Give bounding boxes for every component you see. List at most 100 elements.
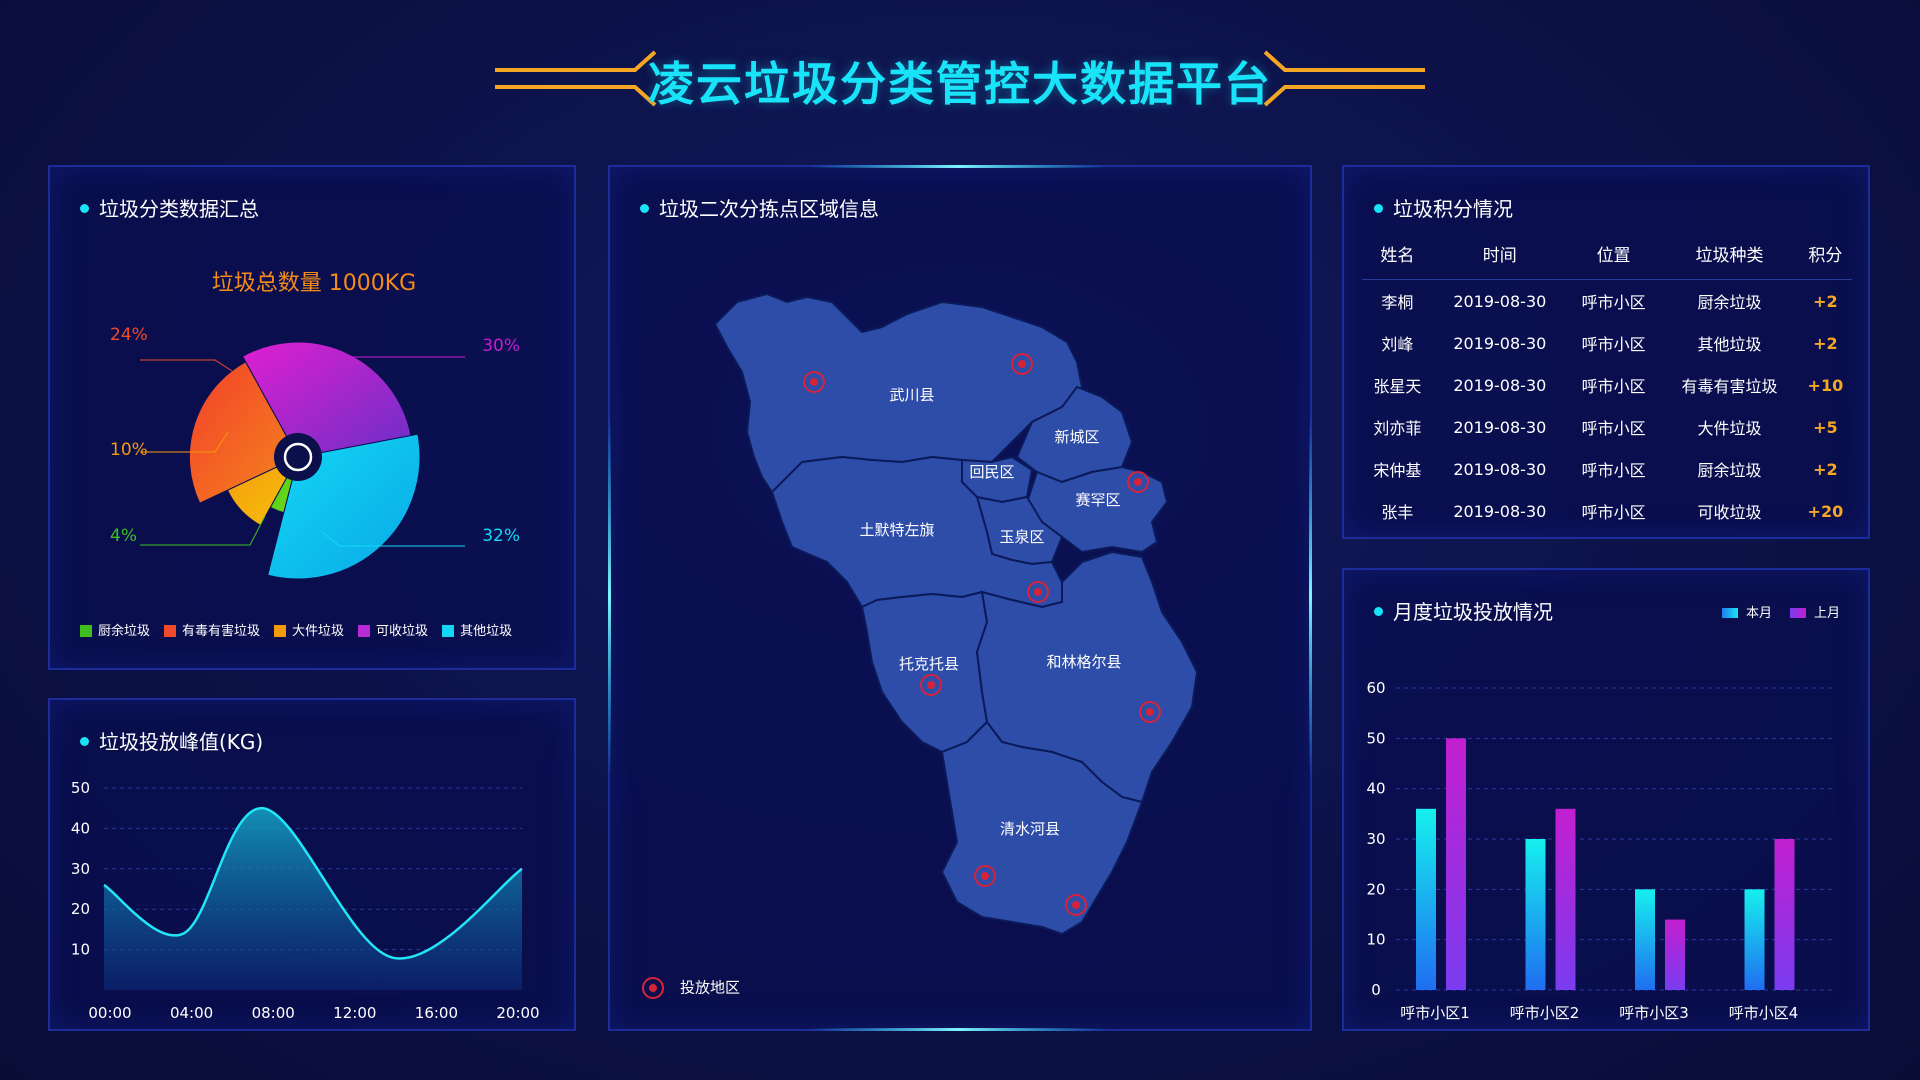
x-tick-label: 00:00 bbox=[88, 1004, 131, 1022]
x-tick-label: 04:00 bbox=[170, 1004, 213, 1022]
points-panel: 垃圾积分情况 姓名 时间 位置 垃圾种类 积分 李桐 2019-08-30 呼市小区… bbox=[1342, 165, 1870, 539]
summary-panel-title: 垃圾分类数据汇总 bbox=[80, 193, 259, 222]
pie-label-line bbox=[140, 359, 233, 372]
table-row: 张丰 2019-08-30 呼市小区 可收垃圾 +20 bbox=[1381, 501, 1844, 523]
legend-swatch bbox=[1721, 607, 1738, 618]
bar-this-month[interactable] bbox=[1416, 808, 1436, 990]
y-tick-label: 20 bbox=[71, 900, 90, 918]
map-region-label: 武川县 bbox=[889, 386, 934, 404]
bullet-dot-icon bbox=[1374, 204, 1383, 213]
map-legend: 投放地区 bbox=[640, 975, 740, 1001]
map-frame-glow bbox=[608, 165, 1312, 1031]
peak-area-chart: 10 20 30 40 50 00:00 04:00 08:00 12:00 16:00 20:00 bbox=[71, 779, 540, 1022]
pie-label-line bbox=[140, 431, 229, 453]
table-row: 刘亦菲 2019-08-30 呼市小区 大件垃圾 +5 bbox=[1373, 417, 1838, 439]
drop-location-marker[interactable] bbox=[1065, 894, 1087, 916]
peak-panel-title: 垃圾投放峰值(KG) bbox=[80, 726, 263, 755]
legend-swatch bbox=[164, 624, 177, 637]
pie-legend-item[interactable]: 厨余垃圾 bbox=[80, 620, 150, 639]
legend-swatch bbox=[358, 624, 371, 637]
area-fill bbox=[104, 808, 522, 990]
summary-panel: 垃圾分类数据汇总 垃圾总数量 1000KG 4% 24% 10% 30% 32% 厨余垃… bbox=[48, 165, 576, 670]
y-tick-label: 50 bbox=[1366, 729, 1385, 747]
map-region-qingshuihe[interactable] bbox=[940, 720, 1144, 936]
rose-pie-chart: 4% 24% 10% 30% 32% bbox=[110, 325, 520, 580]
column-header: 时间 bbox=[1432, 227, 1567, 280]
drop-location-marker[interactable] bbox=[1127, 471, 1149, 493]
pie-label-line bbox=[140, 515, 266, 546]
header: 凌云垃圾分类管控大数据平台 bbox=[0, 0, 1920, 150]
bar-this-month[interactable] bbox=[1744, 889, 1765, 990]
bullet-dot-icon bbox=[640, 204, 649, 213]
column-header: 姓名 bbox=[1362, 227, 1433, 280]
monthly-bar-chart: 0 10 20 30 40 50 60 呼市小区1 呼市小区2 呼市小区3 呼市小区4 bbox=[1366, 679, 1834, 1022]
column-header: 积分 bbox=[1798, 227, 1852, 280]
area-series-line[interactable] bbox=[103, 806, 523, 960]
map-region-label: 赛罕区 bbox=[1075, 491, 1120, 509]
points-panel-title: 垃圾积分情况 bbox=[1374, 193, 1513, 222]
peak-panel: 垃圾投放峰值(KG) 10 20 30 40 50 00:00 04:00 08:00 12:0… bbox=[48, 698, 576, 1031]
drop-location-marker[interactable] bbox=[1139, 701, 1161, 723]
y-tick-label: 10 bbox=[71, 941, 90, 959]
drop-location-marker[interactable] bbox=[1011, 353, 1033, 375]
pie-center-ring bbox=[283, 442, 313, 472]
pie-data-label: 30% bbox=[482, 336, 520, 356]
table-header-row: 姓名 时间 位置 垃圾种类 积分 bbox=[1362, 227, 1852, 280]
x-tick-label: 呼市小区1 bbox=[1400, 1004, 1470, 1022]
pie-legend-item[interactable]: 可收垃圾 bbox=[358, 620, 428, 639]
y-tick-label: 40 bbox=[1366, 780, 1385, 798]
y-tick-label: 60 bbox=[1366, 679, 1385, 697]
pie-data-label: 32% bbox=[482, 526, 520, 546]
drop-location-marker[interactable] bbox=[920, 674, 942, 696]
drop-location-marker[interactable] bbox=[974, 865, 996, 887]
month-panel: 月度垃圾投放情况 本月 上月 0 10 20 30 40 50 60 呼市小区1 呼市小区2 呼市… bbox=[1342, 568, 1870, 1031]
y-tick-label: 20 bbox=[1366, 880, 1385, 898]
map-region-label: 玉泉区 bbox=[999, 528, 1044, 546]
bar-last-month[interactable] bbox=[1665, 919, 1685, 990]
bullet-dot-icon bbox=[1374, 607, 1383, 616]
pie-data-label: 24% bbox=[110, 325, 148, 345]
pie-slice-1[interactable] bbox=[188, 361, 299, 504]
y-tick-label: 40 bbox=[71, 819, 90, 837]
legend-swatch bbox=[80, 624, 92, 637]
bar-last-month[interactable] bbox=[1555, 808, 1576, 990]
map-region-label: 土默特左旗 bbox=[859, 521, 934, 539]
pie-label-line bbox=[321, 531, 465, 547]
y-tick-label: 0 bbox=[1371, 981, 1381, 999]
map-region-label: 托克托县 bbox=[899, 655, 959, 673]
x-tick-label: 呼市小区3 bbox=[1619, 1004, 1689, 1022]
bar-this-month[interactable] bbox=[1635, 889, 1655, 990]
x-tick-label: 08:00 bbox=[252, 1004, 295, 1022]
bullet-dot-icon bbox=[80, 737, 89, 746]
bullet-dot-icon bbox=[80, 204, 89, 213]
map-region-label: 回民区 bbox=[969, 463, 1014, 481]
legend-swatch bbox=[442, 624, 455, 637]
pie-legend-item[interactable]: 大件垃圾 bbox=[274, 620, 344, 639]
table-row: 宋仲基 2019-08-30 呼市小区 厨余垃圾 +2 bbox=[1373, 459, 1838, 481]
x-tick-label: 呼市小区4 bbox=[1729, 1004, 1799, 1022]
drop-location-marker-icon bbox=[642, 977, 664, 999]
drop-location-marker[interactable] bbox=[803, 371, 825, 393]
x-tick-label: 12:00 bbox=[333, 1004, 376, 1022]
legend-swatch bbox=[1789, 607, 1806, 618]
pie-legend-item[interactable]: 其他垃圾 bbox=[442, 620, 512, 639]
pie-slice-3[interactable] bbox=[241, 341, 412, 458]
bar-last-month[interactable] bbox=[1446, 738, 1466, 990]
y-tick-label: 10 bbox=[1366, 931, 1385, 949]
pie-data-label: 4% bbox=[110, 526, 137, 546]
map-region-label: 和林格尔县 bbox=[1046, 653, 1121, 671]
drop-location-marker[interactable] bbox=[1027, 581, 1049, 603]
month-legend: 本月 上月 bbox=[1721, 602, 1840, 621]
map-panel: 垃圾二次分拣点区域信息 武川县 新城区 回民区 赛罕区 土默特左旗 玉泉区 托克托县 和林格尔… bbox=[608, 165, 1312, 1031]
legend-item-last-month[interactable]: 上月 bbox=[1789, 602, 1840, 621]
pie-legend-item[interactable]: 有毒有害垃圾 bbox=[164, 620, 260, 639]
x-tick-label: 20:00 bbox=[496, 1004, 539, 1022]
bar-last-month[interactable] bbox=[1774, 839, 1795, 990]
column-header: 位置 bbox=[1566, 227, 1661, 280]
table-row: 刘峰 2019-08-30 呼市小区 其他垃圾 +2 bbox=[1381, 333, 1838, 355]
legend-item-this-month[interactable]: 本月 bbox=[1721, 602, 1772, 621]
bar-this-month[interactable] bbox=[1525, 839, 1546, 990]
map-panel-title: 垃圾二次分拣点区域信息 bbox=[640, 193, 879, 222]
legend-swatch bbox=[274, 624, 287, 637]
x-tick-label: 16:00 bbox=[415, 1004, 458, 1022]
